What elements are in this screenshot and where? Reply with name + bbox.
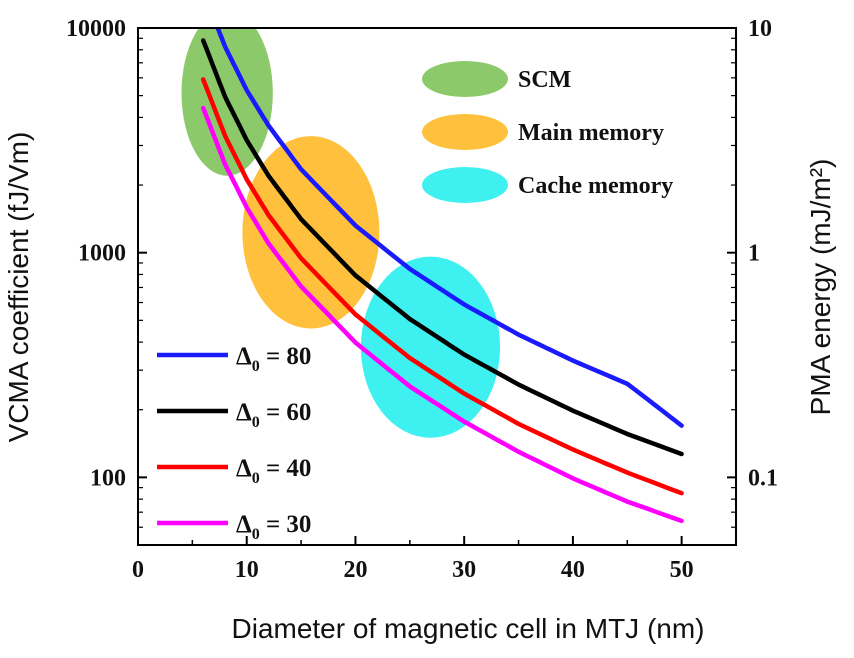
legend-label-delta0-60: Δ0 = 60	[236, 399, 311, 431]
legend-region-label-main-memory: Main memory	[518, 120, 664, 146]
y-right-tick-label: 1	[748, 241, 760, 267]
legend-lines: Δ0 = 80 Δ0 = 60 Δ0 = 40 Δ0 = 30	[157, 343, 311, 543]
y-right-tick-label: 10	[748, 16, 772, 42]
plot-frame	[137, 27, 737, 546]
y-left-tick-label: 10000	[66, 16, 126, 42]
lines-layer	[200, 28, 684, 524]
series-line-delta0-80	[215, 28, 684, 428]
series-line-delta0-60	[200, 38, 684, 457]
x-tick-label: 30	[452, 557, 476, 583]
y-right-tick-label: 0.1	[748, 465, 778, 491]
region-scm	[181, 28, 273, 176]
x-axis-label: Diameter of magnetic cell in MTJ (nm)	[231, 613, 704, 644]
legend-region-swatch-cache-memory	[422, 167, 508, 203]
legend-regions: SCM Main memory Cache memory	[422, 61, 673, 203]
x-tick-label: 50	[670, 557, 694, 583]
y-axis-label-left: VCMA coefficient (fJ/Vm)	[3, 132, 34, 443]
legend-region-label-cache-memory: Cache memory	[518, 173, 673, 199]
legend-region-swatch-main-memory	[422, 114, 508, 150]
series-line-delta0-40	[200, 77, 684, 496]
y-axis-label-right: PMA energy (mJ/m²)	[805, 159, 836, 416]
legend-region-label-scm: SCM	[518, 67, 571, 93]
y-left-tick-label: 1000	[78, 241, 126, 267]
legend-label-delta0-30: Δ0 = 30	[236, 511, 311, 543]
x-tick-label: 0	[132, 557, 144, 583]
ticks-layer: 0 10 20 30 40 50 100 1000 10000 0.1 1 10	[66, 16, 778, 583]
series-line-delta0-30	[200, 105, 684, 524]
x-tick-label: 20	[343, 557, 367, 583]
legend-label-delta0-40: Δ0 = 40	[236, 455, 311, 487]
x-tick-label: 40	[561, 557, 585, 583]
legend-label-delta0-80: Δ0 = 80	[236, 343, 311, 375]
y-left-tick-label: 100	[90, 465, 126, 491]
x-tick-label: 10	[235, 557, 259, 583]
legend-region-swatch-scm	[422, 61, 508, 97]
